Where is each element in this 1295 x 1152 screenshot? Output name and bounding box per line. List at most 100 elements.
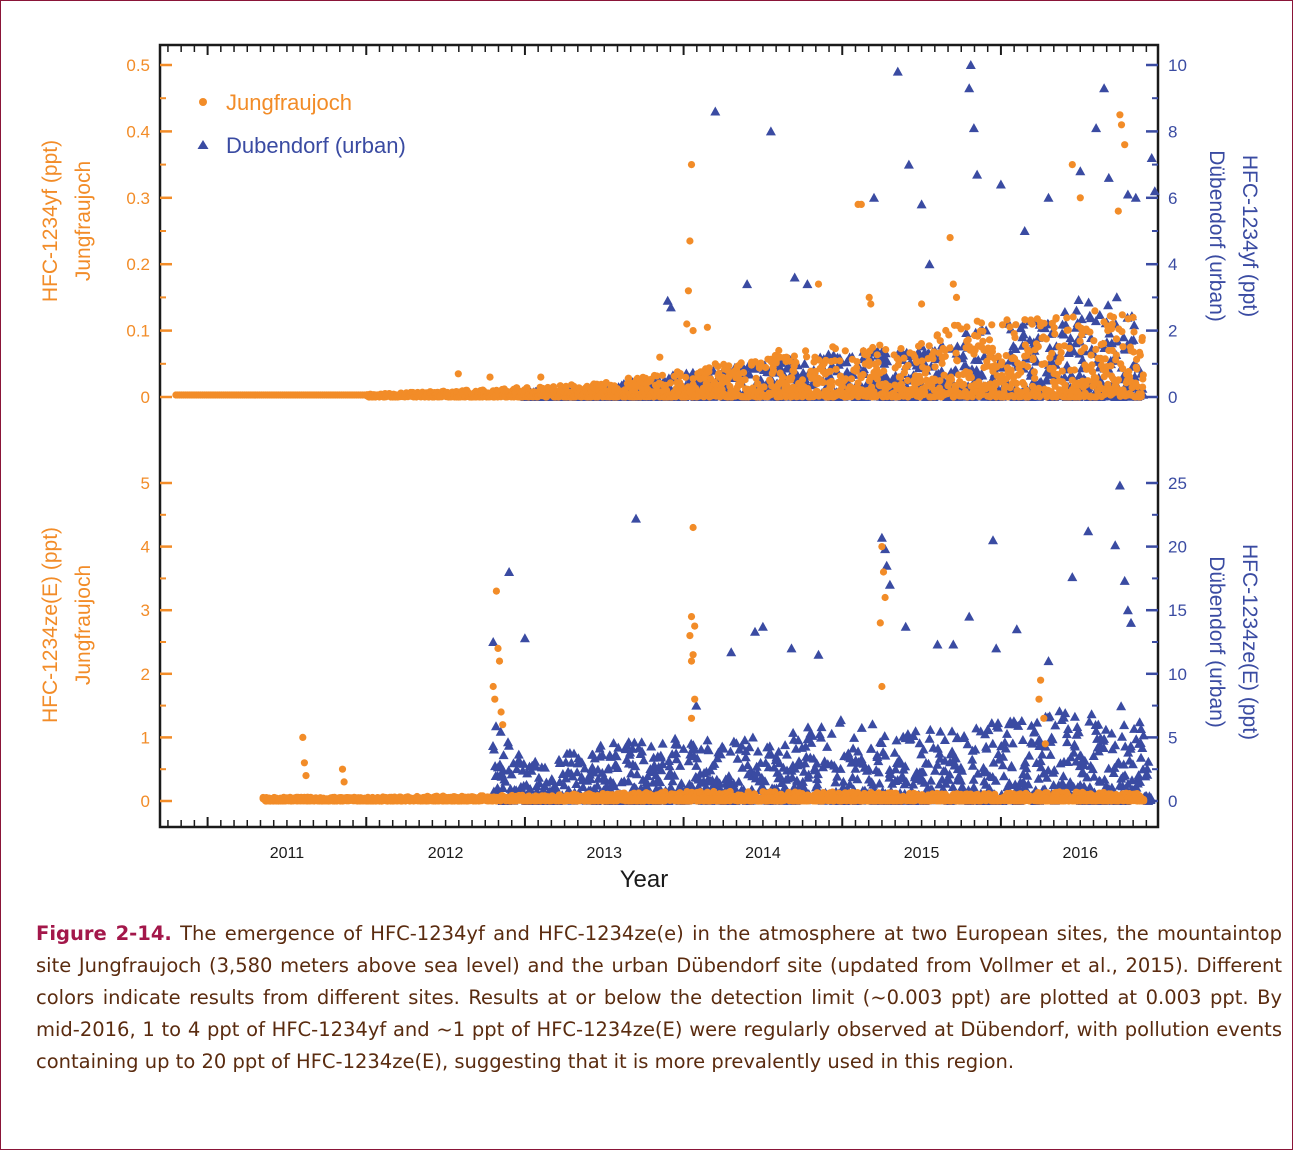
top-dubendorf-point xyxy=(1065,333,1076,343)
top-dubendorf-point xyxy=(1111,292,1122,302)
top-jungfraujoch-point xyxy=(1058,367,1066,375)
plot-area xyxy=(158,43,1160,829)
top-jungfraujoch-point xyxy=(1100,340,1108,348)
top-dubendorf-point-outlier xyxy=(972,169,983,179)
top-jungfraujoch-point-outlier xyxy=(454,370,462,378)
bottom-dubendorf-point xyxy=(822,741,833,751)
x-tick-label: 2014 xyxy=(745,845,781,862)
top-dubendorf-point xyxy=(1068,346,1079,356)
top-jungfraujoch-point-outlier xyxy=(686,237,694,245)
top-jungfraujoch-point-outlier xyxy=(1116,111,1124,119)
bottom-dubendorf-point-outlier xyxy=(1011,624,1022,634)
bottom-dubendorf-point-outlier xyxy=(504,567,515,576)
top-jungfraujoch-point xyxy=(873,351,881,359)
top-dubendorf-point-outlier xyxy=(1091,123,1102,133)
bottom-dubendorf-point-outlier xyxy=(631,513,641,523)
top-jungfraujoch-point xyxy=(925,342,933,350)
top-jungfraujoch-point xyxy=(740,369,748,377)
bottom-dubendorf-point xyxy=(657,738,668,748)
x-tick-label: 2015 xyxy=(904,845,940,862)
top-jungfraujoch-point xyxy=(790,352,799,360)
top-dubendorf-point xyxy=(1118,332,1129,342)
top-jungfraujoch-point xyxy=(988,321,996,329)
top-jungfraujoch-point-outlier xyxy=(703,323,712,331)
top-dubendorf-point-outlier xyxy=(1019,226,1030,235)
bottom-dubendorf-point-outlier xyxy=(750,626,760,636)
top-dubendorf-point-outlier xyxy=(765,126,776,136)
top-jungfraujoch-point xyxy=(1052,314,1060,322)
top-dubendorf-point-outlier xyxy=(965,60,976,69)
top-jungfraujoch-point xyxy=(880,367,888,375)
bottom-dubendorf-point xyxy=(826,728,837,738)
top-jungfraujoch-point xyxy=(1057,354,1065,362)
top-jungfraujoch-point xyxy=(977,319,986,327)
bottom-dubendorf-point xyxy=(939,735,950,744)
top-jungfraujoch-point-outlier xyxy=(857,200,865,208)
top-dubendorf-point xyxy=(1058,329,1069,339)
bottom-dubendorf-point xyxy=(947,726,957,736)
left-y-tick-label: 0.2 xyxy=(126,255,150,274)
bottom-dubendorf-point xyxy=(910,726,921,736)
x-tick-label: 2013 xyxy=(586,845,622,862)
top-jungfraujoch-point xyxy=(831,345,840,353)
left-y-tick-label: 0.1 xyxy=(126,322,150,341)
bottom-dubendorf-point xyxy=(874,778,885,788)
top-jungfraujoch-point xyxy=(792,358,800,366)
top-dubendorf-point xyxy=(1085,313,1096,323)
bottom-dubendorf-point xyxy=(1002,728,1012,738)
top-jungfraujoch-point xyxy=(1091,307,1099,315)
top-jungfraujoch-point-outlier xyxy=(949,280,957,288)
bottom-dubendorf-point xyxy=(1119,720,1130,730)
bottom-dubendorf-point xyxy=(753,746,763,756)
bottom-dubendorf-point xyxy=(1069,711,1080,721)
top-jungfraujoch-point xyxy=(836,357,844,365)
right-y-tick-label: 15 xyxy=(1168,601,1187,620)
top-dubendorf-point xyxy=(1103,300,1114,310)
top-jungfraujoch-point xyxy=(1087,351,1095,359)
right-y-tick-label: 25 xyxy=(1168,474,1187,493)
right-y-tick-label: 10 xyxy=(1168,665,1187,684)
bottom-dubendorf-point xyxy=(1016,716,1027,725)
bottom-dubendorf-point xyxy=(856,722,867,732)
left-y-tick-label: 0 xyxy=(141,388,150,407)
top-jungfraujoch-point xyxy=(1119,343,1127,351)
top-dubendorf-point-outlier xyxy=(1122,189,1133,199)
bottom-dubendorf-point xyxy=(1024,750,1035,760)
right-y-tick-label: 2 xyxy=(1168,322,1177,341)
top-jungfraujoch-point xyxy=(988,344,997,352)
top-jungfraujoch-point xyxy=(666,379,675,387)
top-jungfraujoch-point-outlier xyxy=(1114,207,1122,215)
bottom-dubendorf-point xyxy=(1017,735,1028,744)
top-jungfraujoch-point xyxy=(1031,374,1039,382)
top-jungfraujoch-point xyxy=(936,337,944,345)
bottom-dubendorf-point-outlier xyxy=(1083,526,1094,536)
top-jungfraujoch-point xyxy=(963,323,971,331)
bottom-dubendorf-point xyxy=(733,776,744,786)
left-y-tick-label: 2 xyxy=(141,665,150,684)
top-jungfraujoch-point xyxy=(1024,363,1032,371)
bottom-dubendorf-point-outlier xyxy=(876,532,887,542)
bottom-dubendorf-point xyxy=(924,733,935,743)
top-jungfraujoch-point xyxy=(904,376,912,385)
top-jungfraujoch-point xyxy=(741,376,749,384)
top-dubendorf-point xyxy=(1018,329,1029,339)
top-jungfraujoch-point xyxy=(1076,337,1084,345)
bottom-dubendorf-point-outlier xyxy=(1110,540,1121,550)
top-dubendorf-point-outlier xyxy=(995,179,1006,189)
top-jungfraujoch-point xyxy=(964,336,972,344)
top-jungfraujoch-point xyxy=(1061,382,1069,390)
top-jungfraujoch-point xyxy=(778,373,787,381)
bottom-dubendorf-point xyxy=(987,738,998,748)
bottom-dubendorf-point xyxy=(832,771,843,781)
top-jungfraujoch-point xyxy=(1003,316,1011,324)
bottom-dubendorf-point xyxy=(835,715,846,725)
top-dubendorf-point xyxy=(961,328,972,337)
bottom-dubendorf-point-outlier xyxy=(881,560,892,570)
top-jungfraujoch-point xyxy=(946,344,954,352)
top-jungfraujoch-point xyxy=(931,363,939,371)
top-dubendorf-point-outlier xyxy=(1149,186,1160,196)
right-y-tick-label: 6 xyxy=(1168,189,1177,208)
bottom-dubendorf-point xyxy=(1117,731,1127,741)
bottom-dubendorf-point-outlier xyxy=(900,621,911,631)
